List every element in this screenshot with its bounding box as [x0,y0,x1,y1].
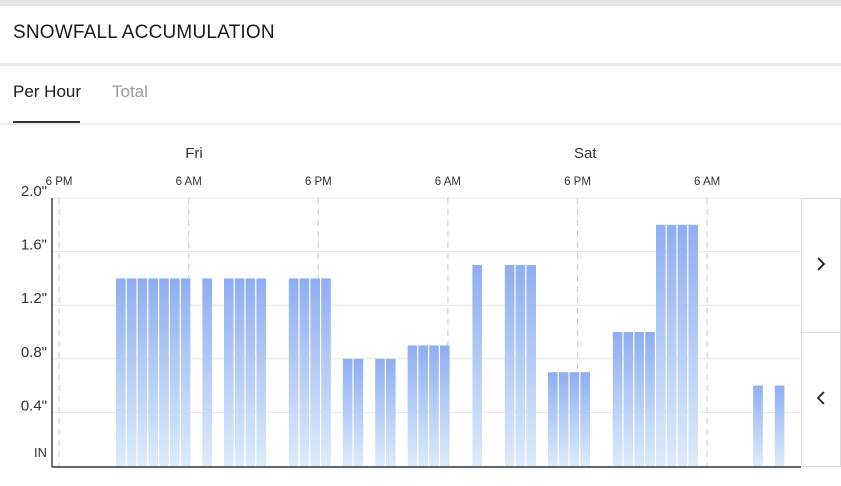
tab-per-hour[interactable]: Per Hour [13,82,82,101]
chevron-right-icon [816,256,826,275]
hour-tick-label: 6 PM [46,176,73,188]
active-tab-indicator [13,121,80,123]
y-tick-label: 2.0" [21,183,47,200]
top-border [0,0,841,6]
bar-33 [418,345,428,466]
bar-51 [612,332,623,466]
chart-navigation [801,198,841,467]
title-divider [0,63,841,66]
y-tick-label: 1.2" [21,290,47,307]
snowfall-chart: 2.0"1.6"1.2"0.8"0.4"INFriSatSun6 PM6 AM6… [21,145,828,468]
bar-22 [299,278,310,466]
bar-24 [321,278,331,466]
bar-64 [753,385,763,466]
bar-57 [677,224,688,466]
bar-41 [504,265,515,466]
hour-tick-label: 6 AM [176,176,202,188]
page-title: SNOWFALL ACCUMULATION [13,22,275,43]
bar-48 [580,372,590,466]
y-unit-label: IN [34,445,47,460]
bar-53 [634,332,644,466]
bar-30 [386,358,396,466]
bar-7 [137,278,148,466]
bar-9 [159,278,169,466]
bar-21 [288,278,299,466]
bar-5 [116,278,126,466]
bar-54 [645,332,655,466]
bar-16 [234,278,245,466]
bar-17 [245,278,256,466]
bar-38 [472,265,482,466]
bar-56 [666,224,677,466]
hour-tick-label: 6 AM [694,176,720,188]
bar-26 [342,358,353,466]
tab-total[interactable]: Total [112,82,148,101]
chevron-left-icon [816,390,826,409]
previous-button[interactable] [802,333,840,466]
bar-32 [407,345,418,466]
bar-52 [623,332,634,466]
bar-27 [353,358,364,466]
bar-66 [774,385,785,466]
next-button[interactable] [802,199,840,333]
bar-11 [180,278,191,466]
bar-47 [569,372,580,466]
bar-42 [515,265,526,466]
bar-46 [558,372,569,466]
bar-45 [548,372,558,466]
day-label: Sat [574,145,597,162]
y-tick-label: 0.8" [21,344,47,361]
bar-18 [256,278,266,466]
bar-8 [148,278,158,466]
bar-23 [310,278,320,466]
hour-tick-label: 6 AM [435,176,461,188]
day-label: Fri [185,145,203,162]
tabs-divider [0,123,841,125]
bar-13 [202,278,212,466]
hour-tick-label: 6 PM [305,176,332,188]
bar-10 [170,278,180,466]
y-tick-label: 0.4" [21,397,47,414]
bar-55 [656,224,666,466]
bar-58 [688,224,698,466]
bar-6 [126,278,137,466]
y-tick-label: 1.6" [21,237,47,254]
tab-bar: Per Hour Total [0,66,841,124]
bar-43 [526,265,536,466]
bar-35 [440,345,450,466]
hour-tick-label: 6 PM [564,176,591,188]
bar-15 [224,278,234,466]
bar-29 [375,358,385,466]
bar-34 [429,345,439,466]
